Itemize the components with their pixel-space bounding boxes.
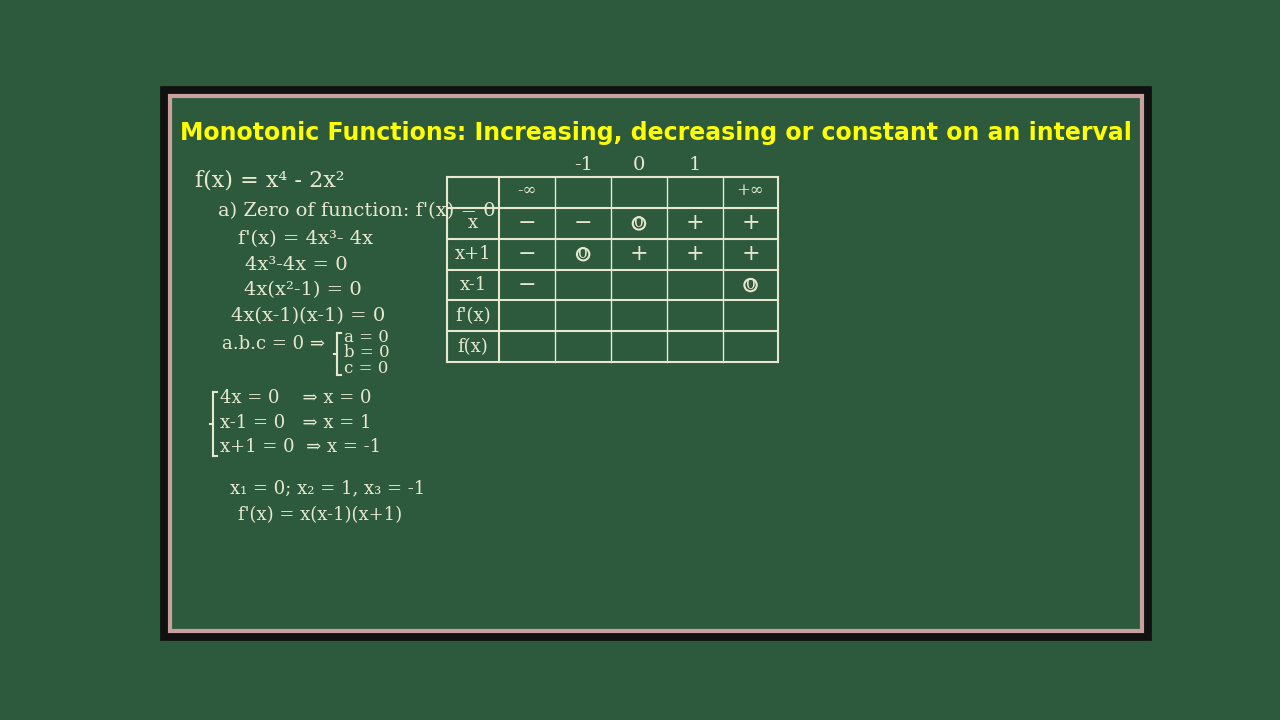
Text: -1: -1: [573, 156, 593, 174]
Text: f(x) = x⁴ - 2x²: f(x) = x⁴ - 2x²: [195, 169, 344, 192]
Text: f(x): f(x): [458, 338, 489, 356]
Text: +: +: [685, 212, 704, 235]
Text: x-1: x-1: [460, 276, 486, 294]
Text: a = 0: a = 0: [344, 329, 389, 346]
Text: −: −: [518, 274, 536, 296]
Text: −: −: [518, 243, 536, 265]
Text: 0: 0: [746, 278, 755, 292]
Text: f'(x) = x(x-1)(x+1): f'(x) = x(x-1)(x+1): [238, 506, 402, 524]
Text: 0: 0: [632, 156, 645, 174]
Text: a.b.c = 0 ⇒: a.b.c = 0 ⇒: [221, 335, 325, 353]
Text: -∞: -∞: [517, 182, 538, 199]
Text: +: +: [685, 243, 704, 265]
Text: 0: 0: [579, 247, 588, 261]
Text: +∞: +∞: [737, 182, 764, 199]
Text: f'(x) = 4x³- 4x: f'(x) = 4x³- 4x: [238, 230, 372, 248]
Text: 4x(x-1)(x-1) = 0: 4x(x-1)(x-1) = 0: [232, 307, 385, 325]
Text: +: +: [741, 243, 760, 265]
Text: Monotonic Functions: Increasing, decreasing or constant on an interval: Monotonic Functions: Increasing, decreas…: [180, 121, 1132, 145]
Text: x: x: [468, 215, 479, 233]
Text: 4x³-4x = 0: 4x³-4x = 0: [246, 256, 348, 274]
Text: x+1: x+1: [454, 246, 492, 264]
Text: x+1 = 0  ⇒ x = -1: x+1 = 0 ⇒ x = -1: [220, 438, 381, 456]
Text: f'(x): f'(x): [456, 307, 492, 325]
Text: c = 0: c = 0: [344, 360, 389, 377]
Text: 1: 1: [689, 156, 701, 174]
Text: −: −: [573, 212, 593, 235]
Text: 0: 0: [634, 217, 644, 230]
Text: b = 0: b = 0: [344, 344, 390, 361]
Text: x-1 = 0   ⇒ x = 1: x-1 = 0 ⇒ x = 1: [220, 414, 372, 432]
Text: −: −: [518, 212, 536, 235]
Text: +: +: [630, 243, 648, 265]
Text: 4x = 0    ⇒ x = 0: 4x = 0 ⇒ x = 0: [220, 389, 372, 407]
Text: +: +: [741, 212, 760, 235]
Text: x₁ = 0; x₂ = 1, x₃ = -1: x₁ = 0; x₂ = 1, x₃ = -1: [229, 479, 425, 497]
Text: a) Zero of function: f'(x) = 0: a) Zero of function: f'(x) = 0: [218, 202, 495, 220]
Text: 4x(x²-1) = 0: 4x(x²-1) = 0: [243, 282, 361, 300]
